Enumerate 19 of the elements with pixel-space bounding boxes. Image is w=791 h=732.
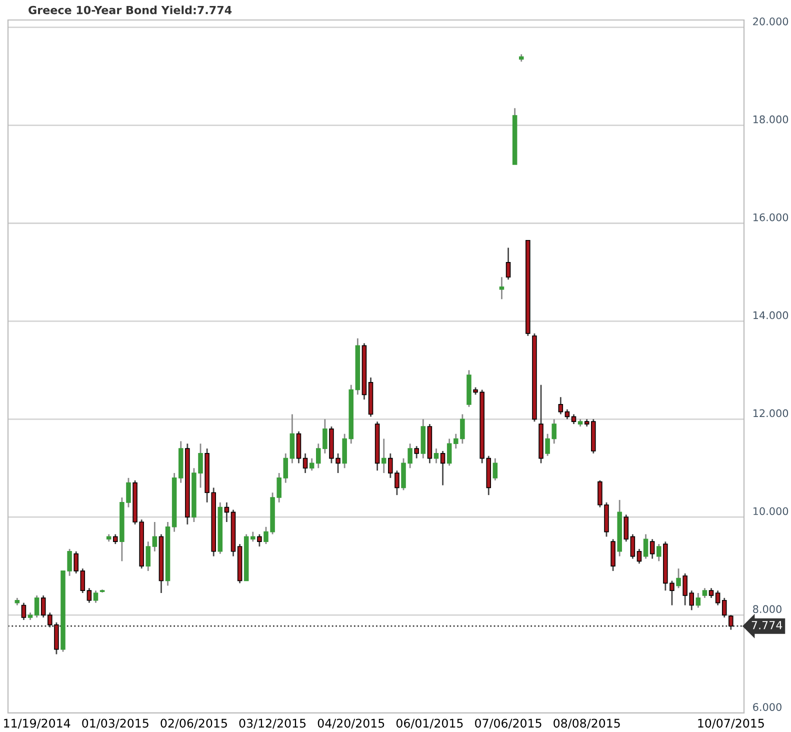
x-tick-label: 10/07/2015	[698, 718, 764, 729]
x-tick-label: 04/20/2015	[318, 718, 384, 729]
y-tick-label: 6.000	[753, 703, 782, 711]
y-tick-label: 8.000	[753, 605, 782, 614]
y-tick-label: 18.000	[753, 115, 788, 124]
x-tick-label: 02/06/2015	[160, 718, 227, 729]
y-tick-label: 10.000	[753, 507, 788, 516]
x-tick-label: 03/12/2015	[239, 718, 306, 729]
x-tick-label: 06/01/2015	[396, 718, 463, 729]
y-tick-label: 12.000	[753, 409, 788, 418]
chart-title: Greece 10-Year Bond Yield:7.774	[28, 6, 232, 14]
x-tick-label: 08/08/2015	[554, 718, 620, 729]
x-tick-label: 01/03/2015	[82, 718, 148, 729]
y-tick-label: 20.000	[753, 17, 788, 26]
ref-line-label: 7.774	[752, 621, 782, 630]
x-tick-label: 11/19/2014	[4, 718, 70, 729]
x-tick-label: 07/06/2015	[475, 718, 542, 729]
y-tick-label: 16.000	[753, 213, 788, 222]
y-tick-label: 14.000	[753, 311, 788, 320]
